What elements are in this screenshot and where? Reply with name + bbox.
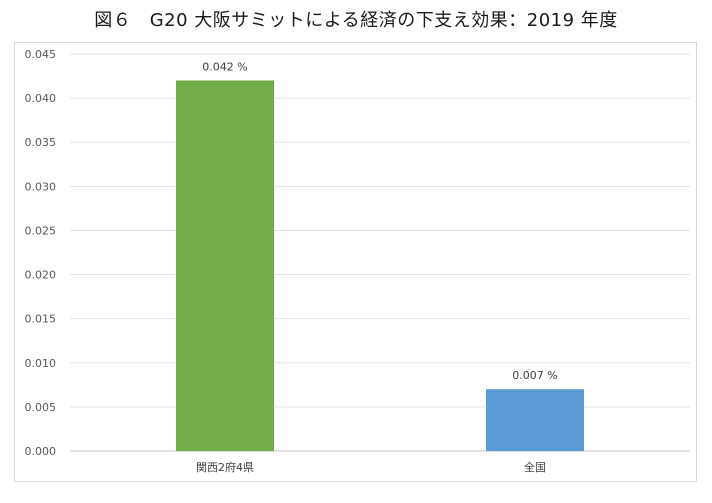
y-tick-label: 0.015 [25,313,57,326]
y-tick-label: 0.010 [25,357,57,370]
y-tick-label: 0.000 [25,445,57,458]
bar [176,80,274,451]
x-category-label: 全国 [524,460,546,474]
data-label: 0.042 % [202,60,247,73]
x-category-label: 関西2府4県 [196,460,254,474]
x-axis-labels: 関西2府4県 全国 [196,460,546,474]
data-labels: 0.042 % 0.007 % [202,60,557,382]
y-axis-ticks: 0.000 0.005 0.010 0.015 0.020 0.025 0.030 0.035… [25,48,57,458]
bars [176,80,584,451]
y-tick-label: 0.045 [25,48,57,61]
y-tick-label: 0.025 [25,224,57,237]
y-tick-label: 0.005 [25,401,57,414]
y-tick-label: 0.040 [25,92,57,105]
y-tick-label: 0.020 [25,269,57,282]
gridlines [70,53,690,452]
bar [486,389,584,451]
data-label: 0.007 % [512,369,557,382]
y-tick-label: 0.030 [25,180,57,193]
y-tick-label: 0.035 [25,136,57,149]
chart-title: 図６ G20 大阪サミットによる経済の下支え効果：2019 年度 [94,10,618,31]
